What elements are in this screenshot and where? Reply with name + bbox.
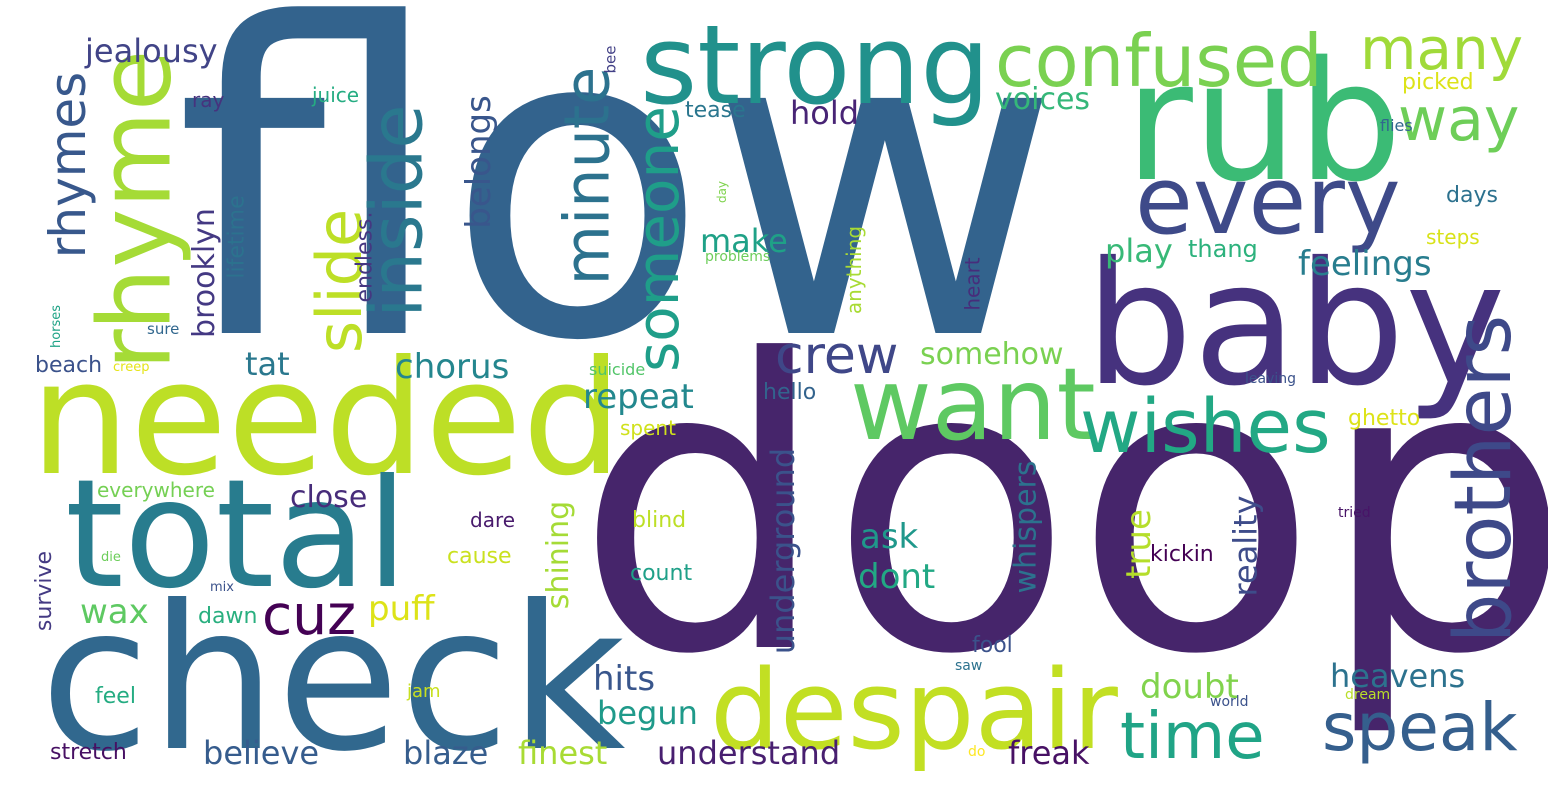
word-someone: someone — [623, 106, 692, 372]
word-day: day — [715, 180, 730, 204]
word-fool: fool — [972, 633, 1013, 658]
word-reality: reality — [1226, 495, 1265, 597]
word-doubt: doubt — [1140, 667, 1239, 707]
word-endless: endless. — [352, 211, 378, 303]
word-believe: believe — [203, 734, 320, 772]
word-confused: confused — [995, 19, 1323, 103]
word-belongs: belongs — [458, 95, 499, 229]
word-brothers: brothers — [1439, 314, 1530, 644]
word-hello: hello — [763, 380, 817, 405]
word-dream: dream — [1345, 687, 1391, 703]
word-stretch: stretch — [50, 740, 127, 765]
word-time: time — [1120, 700, 1265, 774]
word-needed: needed — [30, 327, 623, 511]
word-strong: strong — [640, 1, 991, 129]
word-way: way — [1398, 85, 1520, 155]
word-rhymes: rhymes — [39, 71, 98, 259]
word-freak: freak — [1008, 734, 1090, 772]
word-beach: beach — [35, 353, 103, 378]
word-ghetto: ghetto — [1348, 406, 1421, 431]
word-despair: despair — [710, 646, 1118, 774]
word-steps: steps — [1426, 225, 1480, 249]
word-brooklyn: brooklyn — [186, 208, 222, 338]
word-problems: problems — [705, 249, 771, 265]
word-creep: creep — [113, 360, 150, 375]
word-mix: mix — [210, 580, 234, 595]
word-cause: cause — [447, 544, 512, 569]
word-feelings: feelings — [1298, 244, 1432, 284]
word-flow: flow — [175, 0, 1061, 435]
word-lifetime: lifetime — [224, 195, 250, 279]
word-blaze: blaze — [403, 734, 489, 772]
word-everywhere: everywhere — [97, 478, 215, 502]
word-minute: minute — [550, 66, 624, 286]
word-juice: juice — [312, 83, 360, 107]
word-count: count — [630, 561, 693, 586]
word-sure: sure — [147, 320, 180, 338]
word-rub: rub — [1125, 26, 1403, 218]
word-survive: survive — [32, 550, 58, 632]
word-finest: finest — [518, 734, 608, 772]
word-make: make — [700, 222, 788, 260]
word-suicide: suicide — [589, 360, 646, 379]
word-jam: jam — [407, 681, 441, 702]
word-play: play — [1105, 232, 1173, 270]
word-flies: flies — [1380, 116, 1413, 135]
word-voices: voices — [995, 82, 1091, 117]
word-days: days — [1446, 183, 1498, 208]
word-puff: puff — [368, 589, 435, 629]
word-underground: underground — [764, 447, 803, 655]
word-every: every — [1135, 147, 1401, 256]
word-somehow: somehow — [920, 337, 1064, 372]
word-tease: tease — [685, 98, 746, 123]
word-want: want — [850, 346, 1096, 463]
word-baby: baby — [1085, 226, 1506, 424]
word-feel: feel — [95, 684, 136, 709]
word-dont: dont — [858, 557, 936, 597]
word-crew: crew — [775, 326, 899, 386]
word-anything: anything — [842, 225, 867, 315]
word-jealousy: jealousy — [85, 32, 218, 70]
word-leaving: leaving — [1245, 371, 1297, 387]
word-shining: shining — [541, 500, 577, 610]
word-many: many — [1360, 15, 1524, 83]
word-speak: speak — [1322, 689, 1518, 766]
word-wax: wax — [80, 592, 149, 632]
word-tried: tried — [1338, 505, 1371, 521]
word-heavens: heavens — [1330, 657, 1466, 695]
word-heart: heart — [960, 257, 985, 311]
word-doop: doop — [575, 277, 1548, 742]
word-spent: spent — [620, 416, 676, 440]
word-close: close — [290, 480, 368, 515]
word-begun: begun — [597, 694, 698, 732]
word-picked: picked — [1402, 70, 1474, 95]
word-understand: understand — [657, 734, 841, 772]
word-do: do — [968, 744, 986, 760]
word-horses: horses — [49, 304, 65, 349]
word-world: world — [1210, 694, 1249, 710]
word-repeat: repeat — [583, 377, 694, 417]
word-die: die — [101, 550, 121, 565]
word-kickin: kickin — [1150, 542, 1214, 567]
word-saw: saw — [955, 658, 983, 674]
word-dare: dare — [470, 508, 516, 532]
word-bee: bee — [601, 45, 620, 74]
word-hold: hold — [790, 94, 860, 132]
word-total: total — [65, 448, 408, 622]
word-tat: tat — [245, 345, 290, 383]
word-dawn: dawn — [198, 604, 258, 629]
word-check: check — [40, 563, 626, 796]
word-ask: ask — [860, 517, 919, 557]
word-ray: ray — [192, 88, 225, 112]
word-blind: blind — [632, 508, 687, 533]
word-whispers: whispers — [1008, 460, 1044, 594]
word-thang: thang — [1188, 235, 1258, 263]
word-chorus: chorus — [395, 347, 510, 387]
word-wishes: wishes — [1080, 384, 1331, 470]
word-hits: hits — [593, 659, 656, 699]
word-cuz: cuz — [262, 583, 356, 647]
